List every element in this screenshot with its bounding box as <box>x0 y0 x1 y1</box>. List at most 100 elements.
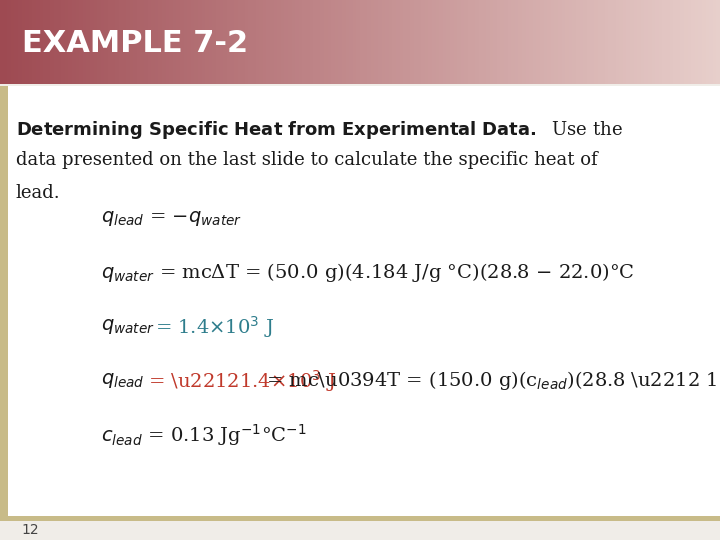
Bar <box>558 0 562 84</box>
Bar <box>241 0 246 84</box>
Bar <box>382 0 386 84</box>
Bar <box>698 0 703 84</box>
Bar <box>187 0 192 84</box>
Bar <box>0 86 8 518</box>
Bar <box>392 0 397 84</box>
Bar <box>418 0 422 84</box>
Text: $q_{water}$: $q_{water}$ <box>101 317 155 336</box>
Bar <box>673 0 678 84</box>
Bar <box>191 0 195 84</box>
Bar <box>40 0 44 84</box>
Bar <box>202 0 206 84</box>
Bar <box>583 0 588 84</box>
Bar <box>371 0 375 84</box>
Bar <box>4 0 8 84</box>
Bar <box>659 0 663 84</box>
Bar <box>652 0 656 84</box>
Bar <box>572 0 577 84</box>
Bar <box>540 0 544 84</box>
Bar <box>432 0 436 84</box>
Bar <box>626 0 631 84</box>
Bar <box>108 0 112 84</box>
Bar <box>263 0 267 84</box>
Bar <box>72 0 76 84</box>
Bar <box>601 0 606 84</box>
Bar <box>245 0 249 84</box>
Bar <box>234 0 238 84</box>
Bar <box>133 0 138 84</box>
Bar <box>400 0 404 84</box>
Text: = 1.4$\times$10$^{3}$ J: = 1.4$\times$10$^{3}$ J <box>155 314 274 340</box>
Bar <box>65 0 69 84</box>
Bar <box>504 0 508 84</box>
Bar <box>284 0 289 84</box>
Bar <box>11 0 15 84</box>
Bar <box>634 0 638 84</box>
Bar <box>281 0 285 84</box>
Bar <box>43 0 48 84</box>
Bar <box>299 0 303 84</box>
Bar <box>529 0 534 84</box>
Bar <box>162 0 166 84</box>
Bar <box>32 0 37 84</box>
Bar <box>173 0 177 84</box>
Bar <box>169 0 174 84</box>
Bar <box>274 0 278 84</box>
Text: $c_{lead}$ = 0.13 Jg$^{-1}$°C$^{-1}$: $c_{lead}$ = 0.13 Jg$^{-1}$°C$^{-1}$ <box>101 422 307 448</box>
Bar <box>425 0 429 84</box>
Bar <box>421 0 426 84</box>
Bar <box>223 0 228 84</box>
Bar <box>637 0 642 84</box>
Bar <box>198 0 202 84</box>
Bar <box>691 0 696 84</box>
Text: = \u22121.4$\times$10$^{3}$ J: = \u22121.4$\times$10$^{3}$ J <box>148 368 336 394</box>
Bar <box>86 0 91 84</box>
Bar <box>472 0 476 84</box>
Bar <box>25 0 30 84</box>
Bar <box>335 0 339 84</box>
Bar <box>533 0 537 84</box>
Bar <box>58 0 62 84</box>
Bar <box>212 0 217 84</box>
Bar <box>151 0 156 84</box>
Bar <box>407 0 411 84</box>
Bar <box>443 0 447 84</box>
Bar <box>623 0 627 84</box>
Bar <box>79 0 84 84</box>
Bar <box>511 0 516 84</box>
Bar <box>349 0 354 84</box>
Bar <box>662 0 667 84</box>
Bar <box>713 0 717 84</box>
Bar <box>295 0 300 84</box>
Bar <box>306 0 310 84</box>
Bar <box>346 0 350 84</box>
Bar <box>706 0 710 84</box>
Bar <box>216 0 220 84</box>
Bar <box>328 0 332 84</box>
Bar <box>342 0 346 84</box>
Text: $\bf{Determining\ Specific\ Heat\ from\ Experimental\ Data.}$  Use the: $\bf{Determining\ Specific\ Heat\ from\ … <box>16 119 623 141</box>
Text: 12: 12 <box>22 523 39 537</box>
Bar <box>562 0 566 84</box>
Bar <box>90 0 94 84</box>
Bar <box>76 0 80 84</box>
Bar <box>475 0 480 84</box>
Bar <box>500 0 505 84</box>
Bar <box>490 0 494 84</box>
Bar <box>166 0 170 84</box>
Bar <box>677 0 681 84</box>
Bar <box>144 0 148 84</box>
Bar <box>277 0 282 84</box>
Bar <box>18 0 22 84</box>
Bar <box>410 0 415 84</box>
Bar <box>101 0 105 84</box>
Text: data presented on the last slide to calculate the specific heat of: data presented on the last slide to calc… <box>16 151 598 169</box>
Bar <box>641 0 645 84</box>
Bar <box>266 0 271 84</box>
Bar <box>428 0 433 84</box>
Bar <box>331 0 336 84</box>
Bar <box>184 0 188 84</box>
Bar <box>598 0 602 84</box>
Bar <box>364 0 368 84</box>
Bar <box>230 0 235 84</box>
